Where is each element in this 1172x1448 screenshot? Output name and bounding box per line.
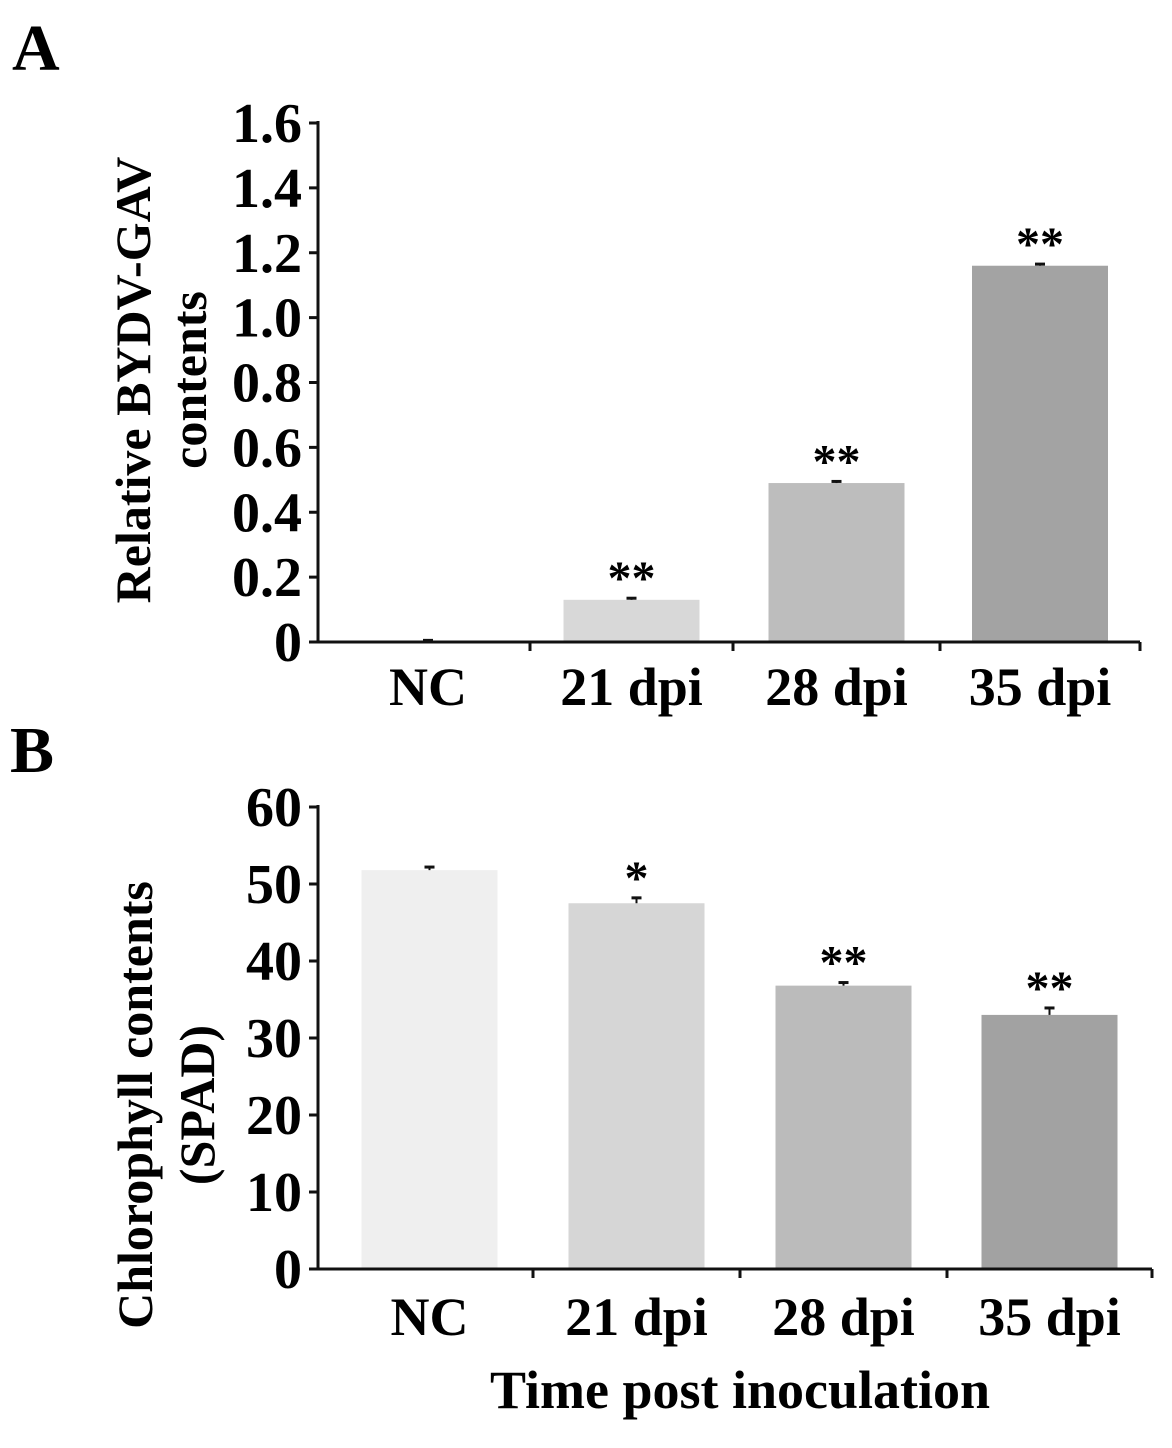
significance-marker-2-b: ** bbox=[820, 937, 868, 990]
y-tick-label-3-b: 30 bbox=[246, 1008, 302, 1070]
y-axis-label-b-line2: (SPAD) bbox=[169, 1025, 225, 1185]
bar-28-dpi-b bbox=[775, 985, 912, 1269]
y-tick-label-0-a: 0 bbox=[274, 612, 302, 674]
y-axis-label-a: Relative BYDV-GAV contents bbox=[105, 157, 217, 604]
y-tick-label-5-a: 1.0 bbox=[232, 288, 302, 350]
bar-28-dpi-a bbox=[768, 483, 905, 642]
bar-21-dpi-b bbox=[568, 903, 705, 1269]
y-tick-label-2-b: 20 bbox=[246, 1085, 302, 1147]
x-tick-label-1-a: 21 dpi bbox=[560, 657, 703, 717]
x-tick-label-2-b: 28 dpi bbox=[772, 1287, 915, 1347]
significance-marker-1-b: * bbox=[625, 852, 649, 905]
y-tick-label-1-a: 0.2 bbox=[232, 547, 302, 609]
x-axis-label-b: Time post inoculation bbox=[490, 1360, 990, 1420]
y-tick-label-6-a: 1.2 bbox=[232, 223, 302, 285]
y-tick-label-5-b: 50 bbox=[246, 854, 302, 916]
y-tick-label-1-b: 10 bbox=[246, 1162, 302, 1224]
panel-letter-a: A bbox=[12, 12, 60, 85]
x-tick-label-0-b: NC bbox=[391, 1287, 469, 1347]
significance-marker-2-a: ** bbox=[813, 435, 861, 488]
significance-marker-1-a: ** bbox=[608, 552, 656, 605]
y-axis-label-a-line1: Relative BYDV-GAV bbox=[105, 157, 161, 604]
y-tick-label-6-b: 60 bbox=[246, 777, 302, 839]
panel-b: B Chlorophyll contents (SPAD) Time post … bbox=[10, 714, 1154, 1420]
x-tick-label-0-a: NC bbox=[389, 657, 467, 717]
y-tick-label-7-a: 1.4 bbox=[232, 158, 302, 220]
panel-a: A Relative BYDV-GAV contents NC ** 21 dpi *… bbox=[12, 12, 1142, 717]
y-axis-label-b-line1: Chlorophyll contents bbox=[107, 881, 163, 1329]
x-tick-label-2-a: 28 dpi bbox=[765, 657, 908, 717]
x-tick-label-3-b: 35 dpi bbox=[978, 1287, 1121, 1347]
y-tick-label-2-a: 0.4 bbox=[232, 482, 302, 544]
y-tick-label-4-a: 0.8 bbox=[232, 353, 302, 415]
bar-21-dpi-a bbox=[563, 599, 700, 642]
bar-35-dpi-a bbox=[972, 265, 1108, 642]
y-axis-label-b: Chlorophyll contents (SPAD) bbox=[107, 881, 225, 1329]
y-tick-label-4-b: 40 bbox=[246, 931, 302, 993]
significance-marker-3-b: ** bbox=[1026, 962, 1074, 1015]
panel-letter-b: B bbox=[10, 714, 54, 787]
y-tick-label-0-b: 0 bbox=[274, 1239, 302, 1301]
significance-marker-3-a: ** bbox=[1016, 218, 1064, 271]
bar-nc-b bbox=[361, 870, 498, 1269]
y-tick-label-8-a: 1.6 bbox=[232, 93, 302, 155]
y-axis-label-a-line2: contents bbox=[161, 291, 217, 469]
bar-35-dpi-b bbox=[981, 1014, 1118, 1269]
x-tick-label-3-a: 35 dpi bbox=[969, 657, 1112, 717]
x-tick-label-1-b: 21 dpi bbox=[565, 1287, 708, 1347]
y-tick-label-3-a: 0.6 bbox=[232, 417, 302, 479]
